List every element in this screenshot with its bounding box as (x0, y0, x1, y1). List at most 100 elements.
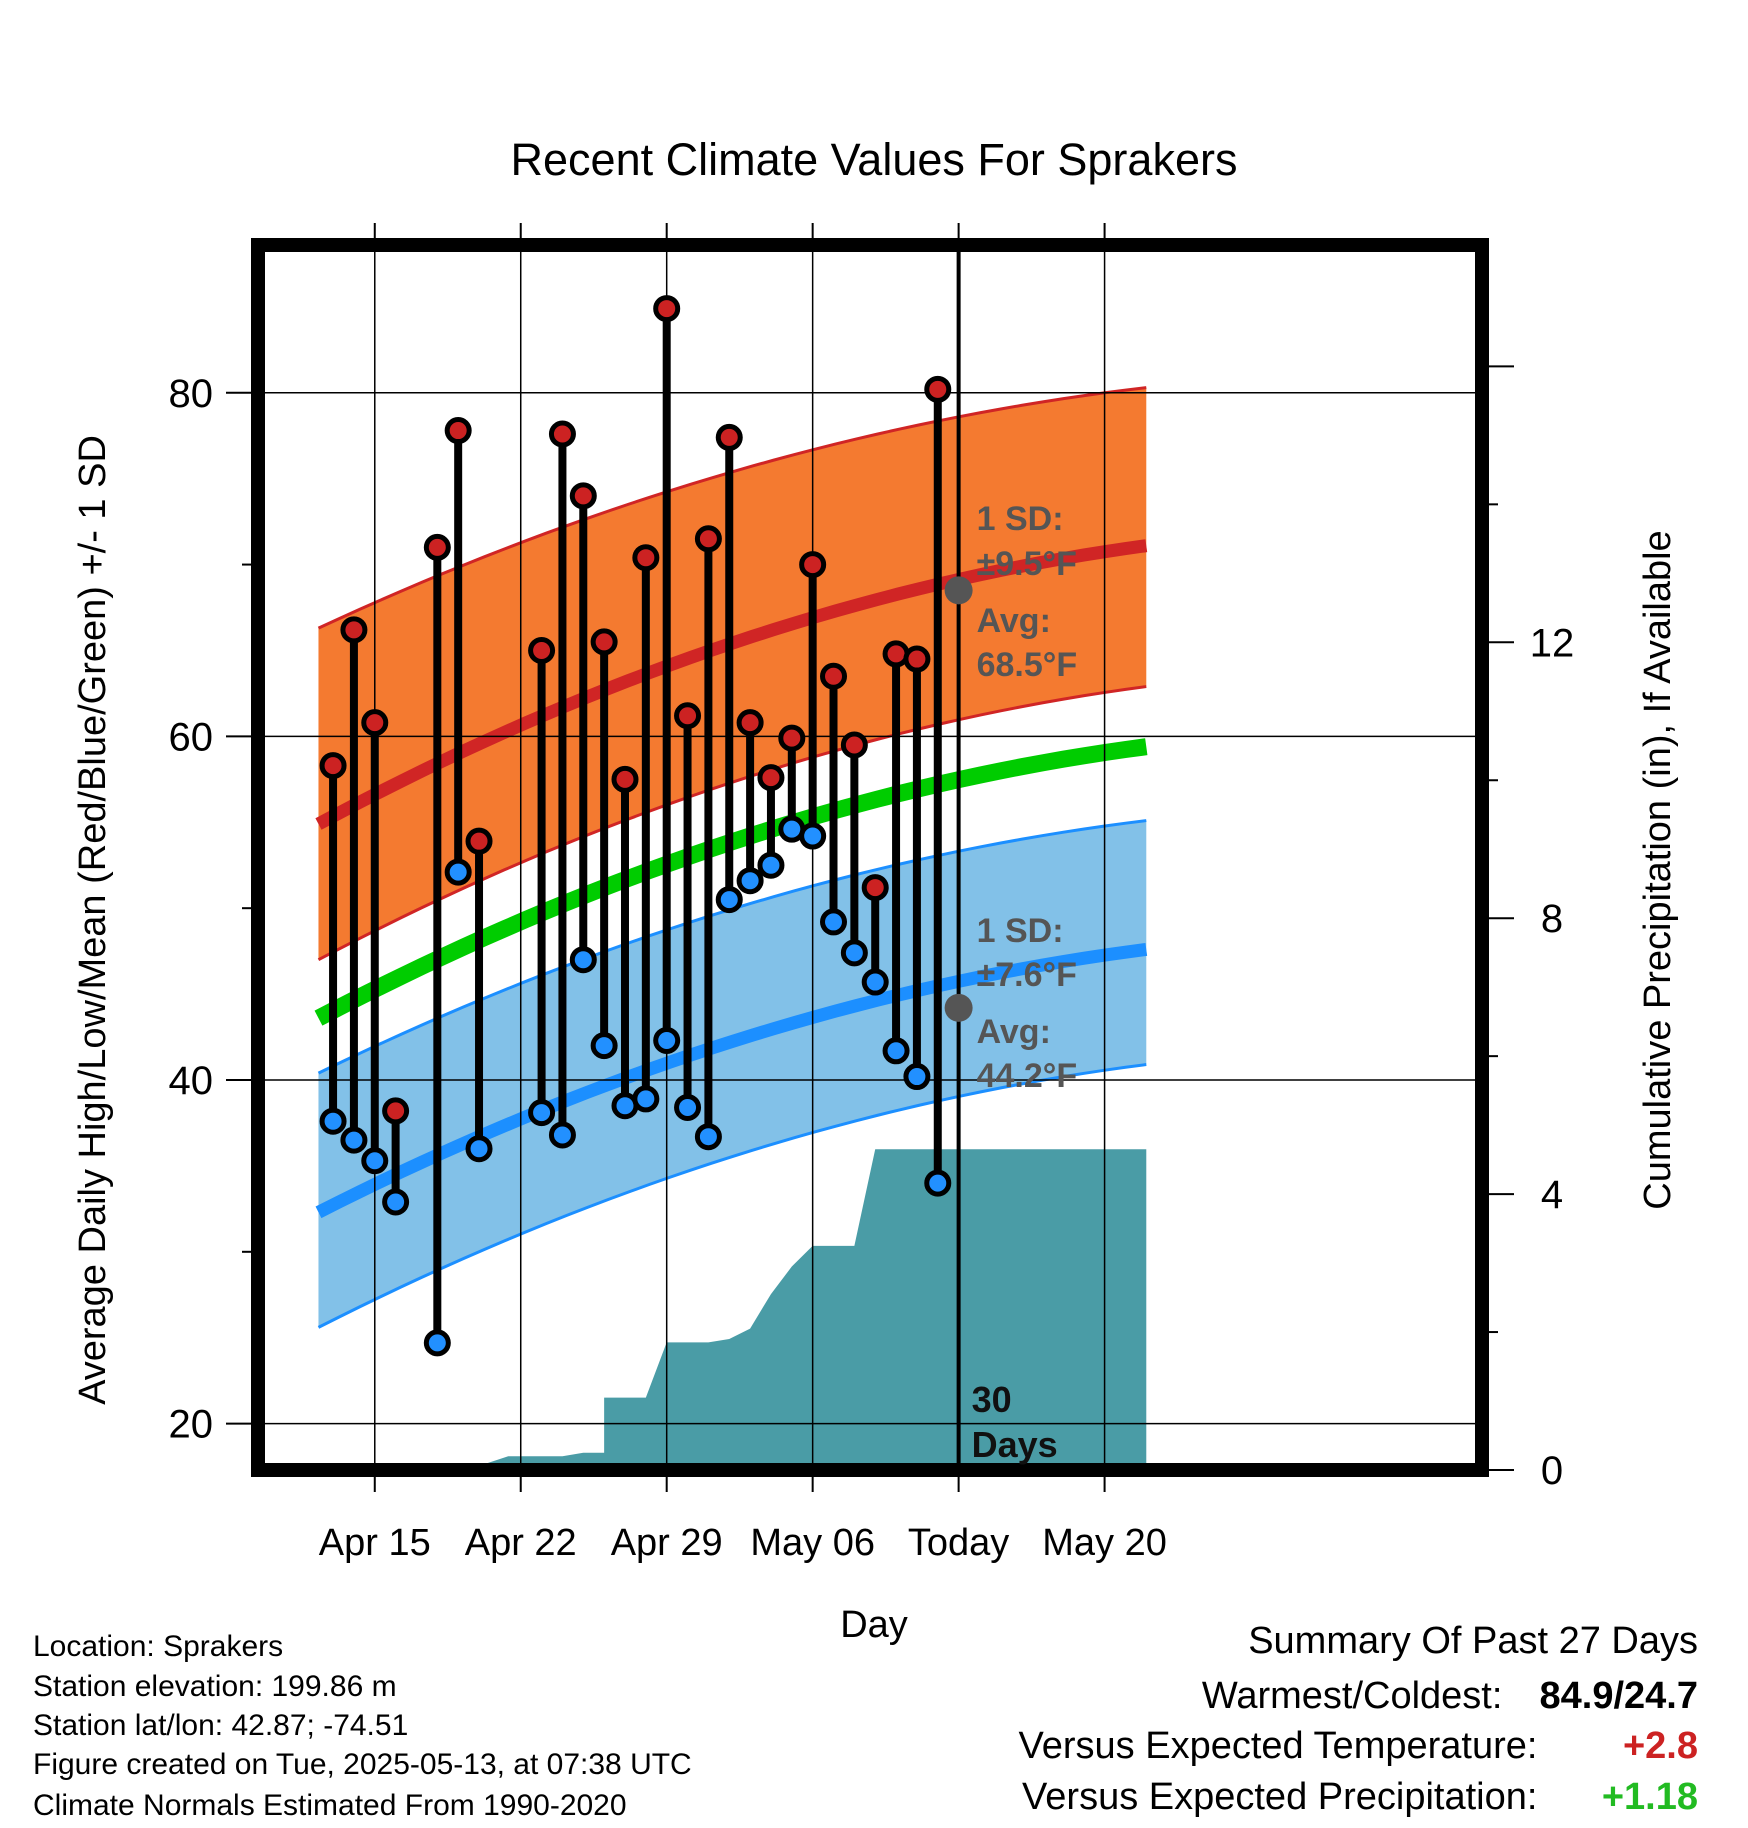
low-point (444, 858, 472, 886)
low-point (340, 1126, 368, 1154)
low-avg-text: Avg: (977, 1013, 1051, 1051)
low-point (528, 1099, 556, 1127)
high-point (757, 764, 785, 792)
y-axis-label: Average Daily High/Low/Mean (Red/Blue/Gr… (72, 435, 114, 1405)
low-point (903, 1063, 931, 1091)
low-point (653, 1026, 681, 1054)
high-point (820, 662, 848, 690)
low-point (590, 1032, 618, 1060)
high-point (903, 645, 931, 673)
low-point (799, 822, 827, 850)
low-point (861, 968, 889, 996)
plot-frame (251, 238, 1489, 1477)
high-avg-value: 68.5°F (977, 646, 1078, 684)
window-label-1: 30 (972, 1379, 1012, 1420)
high-point (694, 525, 722, 553)
high-point (340, 616, 368, 644)
precipitation-area (318, 1149, 1147, 1470)
x-axis-label: Day (840, 1604, 908, 1646)
plot-area: Apr 15 Apr 22 Apr 29 May 06 Today May 2020406… (169, 223, 1575, 1564)
low-point (319, 1107, 347, 1135)
low-point (694, 1123, 722, 1151)
summary-warmest-coldest-label: Warmest/Coldest: (1201, 1675, 1503, 1717)
summary-precip: Versus Expected Precipitation: +1.18 (1022, 1776, 1698, 1819)
y2-tick-label: 4 (1541, 1173, 1563, 1217)
y-tick-label: 20 (169, 1403, 214, 1447)
low-sd-value: ±7.6°F (977, 956, 1077, 994)
summary-title: Summary Of Past 27 Days (1248, 1620, 1698, 1662)
y-tick-label: 40 (169, 1059, 214, 1103)
low-sd-text: 1 SD: (977, 912, 1064, 950)
low-point (757, 851, 785, 879)
summary-warmest-coldest: Warmest/Coldest: 84.9/24.7 (1202, 1675, 1698, 1718)
high-sd-text: 1 SD: (977, 500, 1064, 538)
window-label-2: Days (972, 1424, 1058, 1465)
y2-tick-label: 8 (1541, 897, 1563, 941)
today-high-avg-marker (944, 576, 973, 605)
high-point (632, 544, 660, 572)
high-point (736, 709, 764, 737)
x-tick-label: Apr 22 (465, 1522, 577, 1564)
plot-clip-group (258, 245, 1482, 1470)
low-point (361, 1147, 389, 1175)
low-point (382, 1188, 410, 1216)
info-elevation: Station elevation: 199.86 m (33, 1670, 397, 1703)
high-point (799, 551, 827, 579)
high-point (382, 1097, 410, 1125)
high-point (423, 533, 451, 561)
today-low-avg-marker (944, 993, 973, 1022)
low-point (882, 1037, 910, 1065)
x-tick-label: Apr 15 (319, 1522, 431, 1564)
y2-axis-label: Cumulative Precipitation (in), If Availa… (1637, 530, 1679, 1209)
high-point (361, 709, 389, 737)
x-tick-label: Apr 29 (611, 1522, 723, 1564)
high-point (653, 295, 681, 323)
low-point (632, 1085, 660, 1113)
y-tick-label: 80 (169, 372, 214, 416)
low-point (569, 946, 597, 974)
high-point (444, 417, 472, 445)
chart-title: Recent Climate Values For Sprakers (511, 134, 1238, 185)
x-tick-label: May 06 (750, 1522, 875, 1564)
high-sd-value: ±9.5°F (977, 545, 1077, 583)
high-point (528, 636, 556, 664)
high-point (715, 423, 743, 451)
summary-temp: Versus Expected Temperature: +2.8 (1019, 1725, 1698, 1768)
low-avg-value: 44.2°F (977, 1057, 1078, 1095)
x-tick-label: Today (908, 1522, 1009, 1564)
high-point (674, 702, 702, 730)
summary-precip-value: +1.18 (1601, 1776, 1698, 1818)
high-point (778, 724, 806, 752)
high-point (861, 874, 889, 902)
summary-warmest-coldest-value: 84.9/24.7 (1539, 1675, 1698, 1717)
low-point (924, 1169, 952, 1197)
high-point (548, 420, 576, 448)
y2-tick-label: 12 (1530, 621, 1575, 665)
low-point (715, 886, 743, 914)
x-tick-label: May 20 (1042, 1522, 1167, 1564)
high-point (465, 827, 493, 855)
summary-precip-label: Versus Expected Precipitation: (1022, 1776, 1538, 1818)
low-point (674, 1093, 702, 1121)
high-point (590, 628, 618, 656)
info-created: Figure created on Tue, 2025-05-13, at 07… (33, 1748, 692, 1781)
low-mean-line (315, 942, 1148, 1219)
high-avg-text: Avg: (977, 602, 1051, 640)
low-point (840, 939, 868, 967)
low-point (820, 908, 848, 936)
info-normals: Climate Normals Estimated From 1990-2020 (33, 1789, 627, 1822)
high-point (569, 482, 597, 510)
low-point (548, 1121, 576, 1149)
low-sd-lower-line (317, 1063, 1147, 1329)
summary-temp-label: Versus Expected Temperature: (1018, 1725, 1538, 1767)
high-point (924, 375, 952, 403)
summary-temp-value: +2.8 (1622, 1725, 1698, 1767)
info-location: Location: Sprakers (33, 1630, 284, 1663)
low-point (736, 867, 764, 895)
low-point (465, 1135, 493, 1163)
info-latlon: Station lat/lon: 42.87; -74.51 (33, 1709, 409, 1742)
high-point (840, 731, 868, 759)
y2-tick-label: 0 (1541, 1449, 1563, 1493)
high-point (611, 765, 639, 793)
